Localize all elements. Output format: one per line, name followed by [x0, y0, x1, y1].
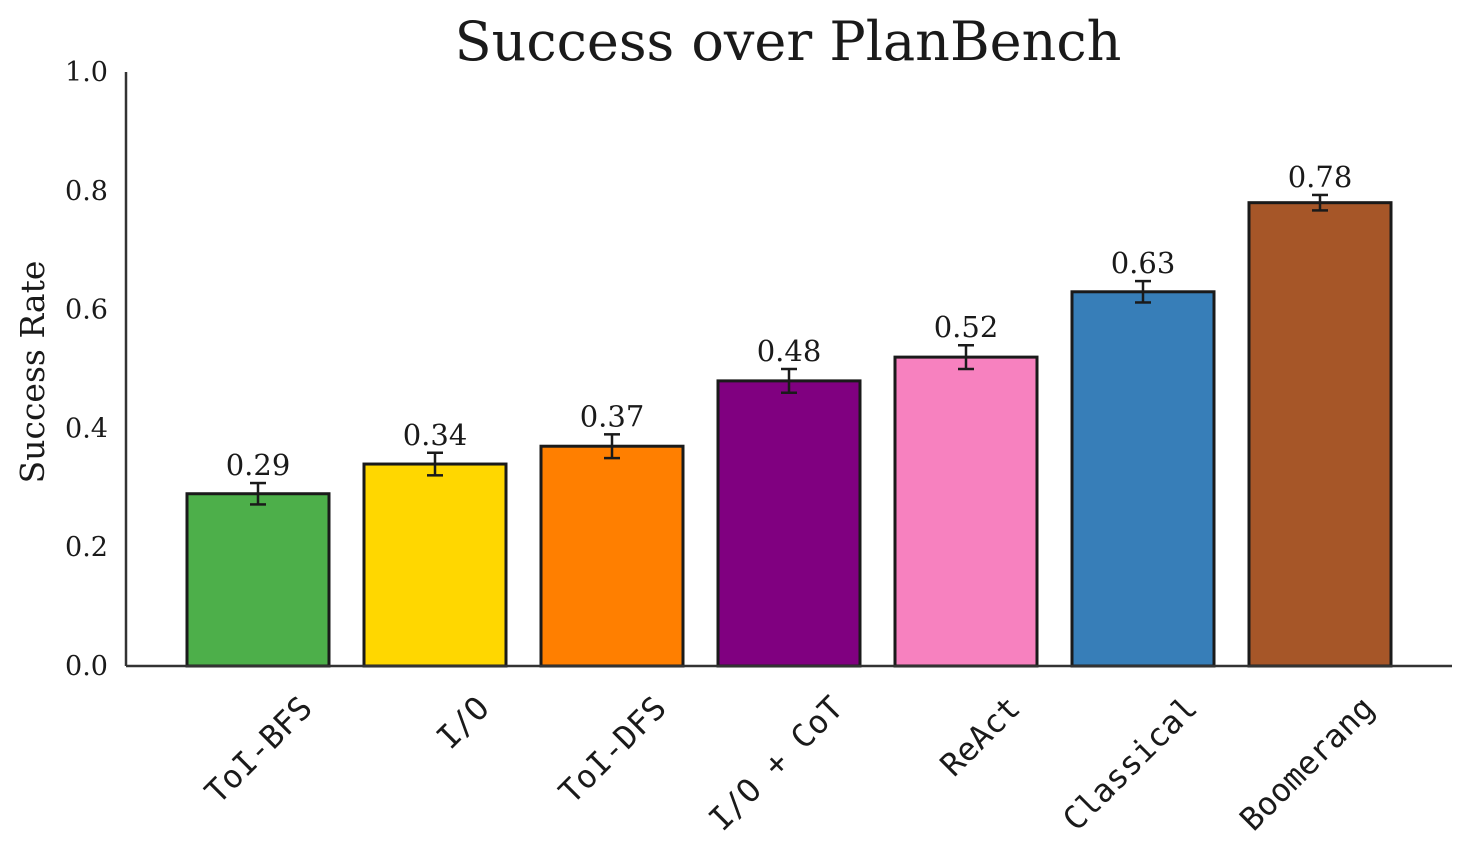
- error-bar: [250, 481, 266, 506]
- x-tick-label: Classical: [1055, 689, 1204, 838]
- chart-title: Success over PlanBench: [455, 10, 1122, 73]
- data-label: 0.29: [226, 448, 291, 482]
- x-tick-label: ToI-DFS: [551, 689, 673, 811]
- y-axis-ticks: 0.0 0.2 0.4 0.6 0.8 1.0: [65, 57, 108, 682]
- bar: [1070, 290, 1216, 668]
- error-bar: [1135, 279, 1151, 304]
- bar: [539, 444, 685, 668]
- bar: [716, 379, 862, 668]
- y-axis-label: Success Rate: [13, 261, 52, 484]
- x-axis-ticks: ToI-BFS I/O ToI-DFS I/O + CoT ReAct Classical…: [197, 689, 1381, 838]
- y-tick-label: 0.6: [65, 295, 108, 326]
- data-label: 0.48: [757, 334, 822, 368]
- x-tick-label: Boomerang: [1232, 689, 1381, 838]
- bar: [185, 492, 331, 668]
- error-bar: [604, 433, 620, 460]
- x-tick-label: I/O: [429, 689, 497, 757]
- bar: [893, 355, 1039, 668]
- x-tick-label: ToI-BFS: [197, 689, 319, 811]
- data-label: 0.34: [403, 418, 468, 452]
- bar: [362, 462, 508, 668]
- bar: [1247, 201, 1393, 668]
- y-tick-label: 0.2: [65, 532, 108, 563]
- data-label: 0.52: [934, 310, 999, 344]
- data-label: 0.63: [1111, 246, 1176, 280]
- data-labels: 0.29 0.34 0.37 0.48 0.52 0.63 0.78: [226, 160, 1353, 482]
- y-tick-label: 0.4: [65, 413, 108, 444]
- y-tick-label: 0.8: [65, 176, 108, 207]
- x-tick-label: ReAct: [933, 689, 1028, 784]
- y-tick-label: 0.0: [65, 651, 108, 682]
- x-tick-label: I/O + CoT: [701, 689, 850, 838]
- y-tick-label: 1.0: [65, 57, 108, 88]
- error-bar: [958, 343, 974, 371]
- data-label: 0.78: [1288, 160, 1353, 194]
- error-bar: [1312, 193, 1328, 212]
- data-label: 0.37: [580, 399, 645, 433]
- error-bar: [427, 451, 443, 477]
- error-bars: [250, 193, 1328, 506]
- error-bar: [781, 367, 797, 395]
- bars: [185, 201, 1393, 668]
